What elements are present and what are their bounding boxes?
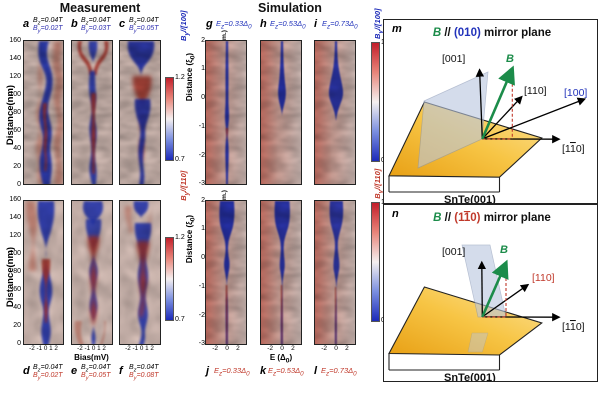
svg-text:[110]: [110]: [562, 143, 585, 155]
svg-text:n: n: [392, 208, 399, 220]
svg-text:[100]: [100]: [564, 87, 587, 99]
svg-text:B // (010) mirror plane: B // (010) mirror plane: [433, 27, 551, 39]
svg-text:B // (110) mirror plane: B // (110) mirror plane: [433, 212, 551, 224]
svg-text:[110]: [110]: [532, 272, 555, 284]
svg-text:[001]: [001]: [442, 53, 465, 65]
svg-text:[110]: [110]: [524, 85, 547, 97]
svg-text:[110]: [110]: [562, 321, 585, 333]
svg-text:[001]: [001]: [442, 246, 465, 258]
svg-text:SnTe(001): SnTe(001): [444, 194, 496, 204]
svg-text:m: m: [392, 23, 402, 35]
svg-text:B: B: [500, 244, 508, 256]
svg-text:B: B: [506, 53, 514, 65]
svg-text:SnTe(001): SnTe(001): [444, 372, 496, 382]
